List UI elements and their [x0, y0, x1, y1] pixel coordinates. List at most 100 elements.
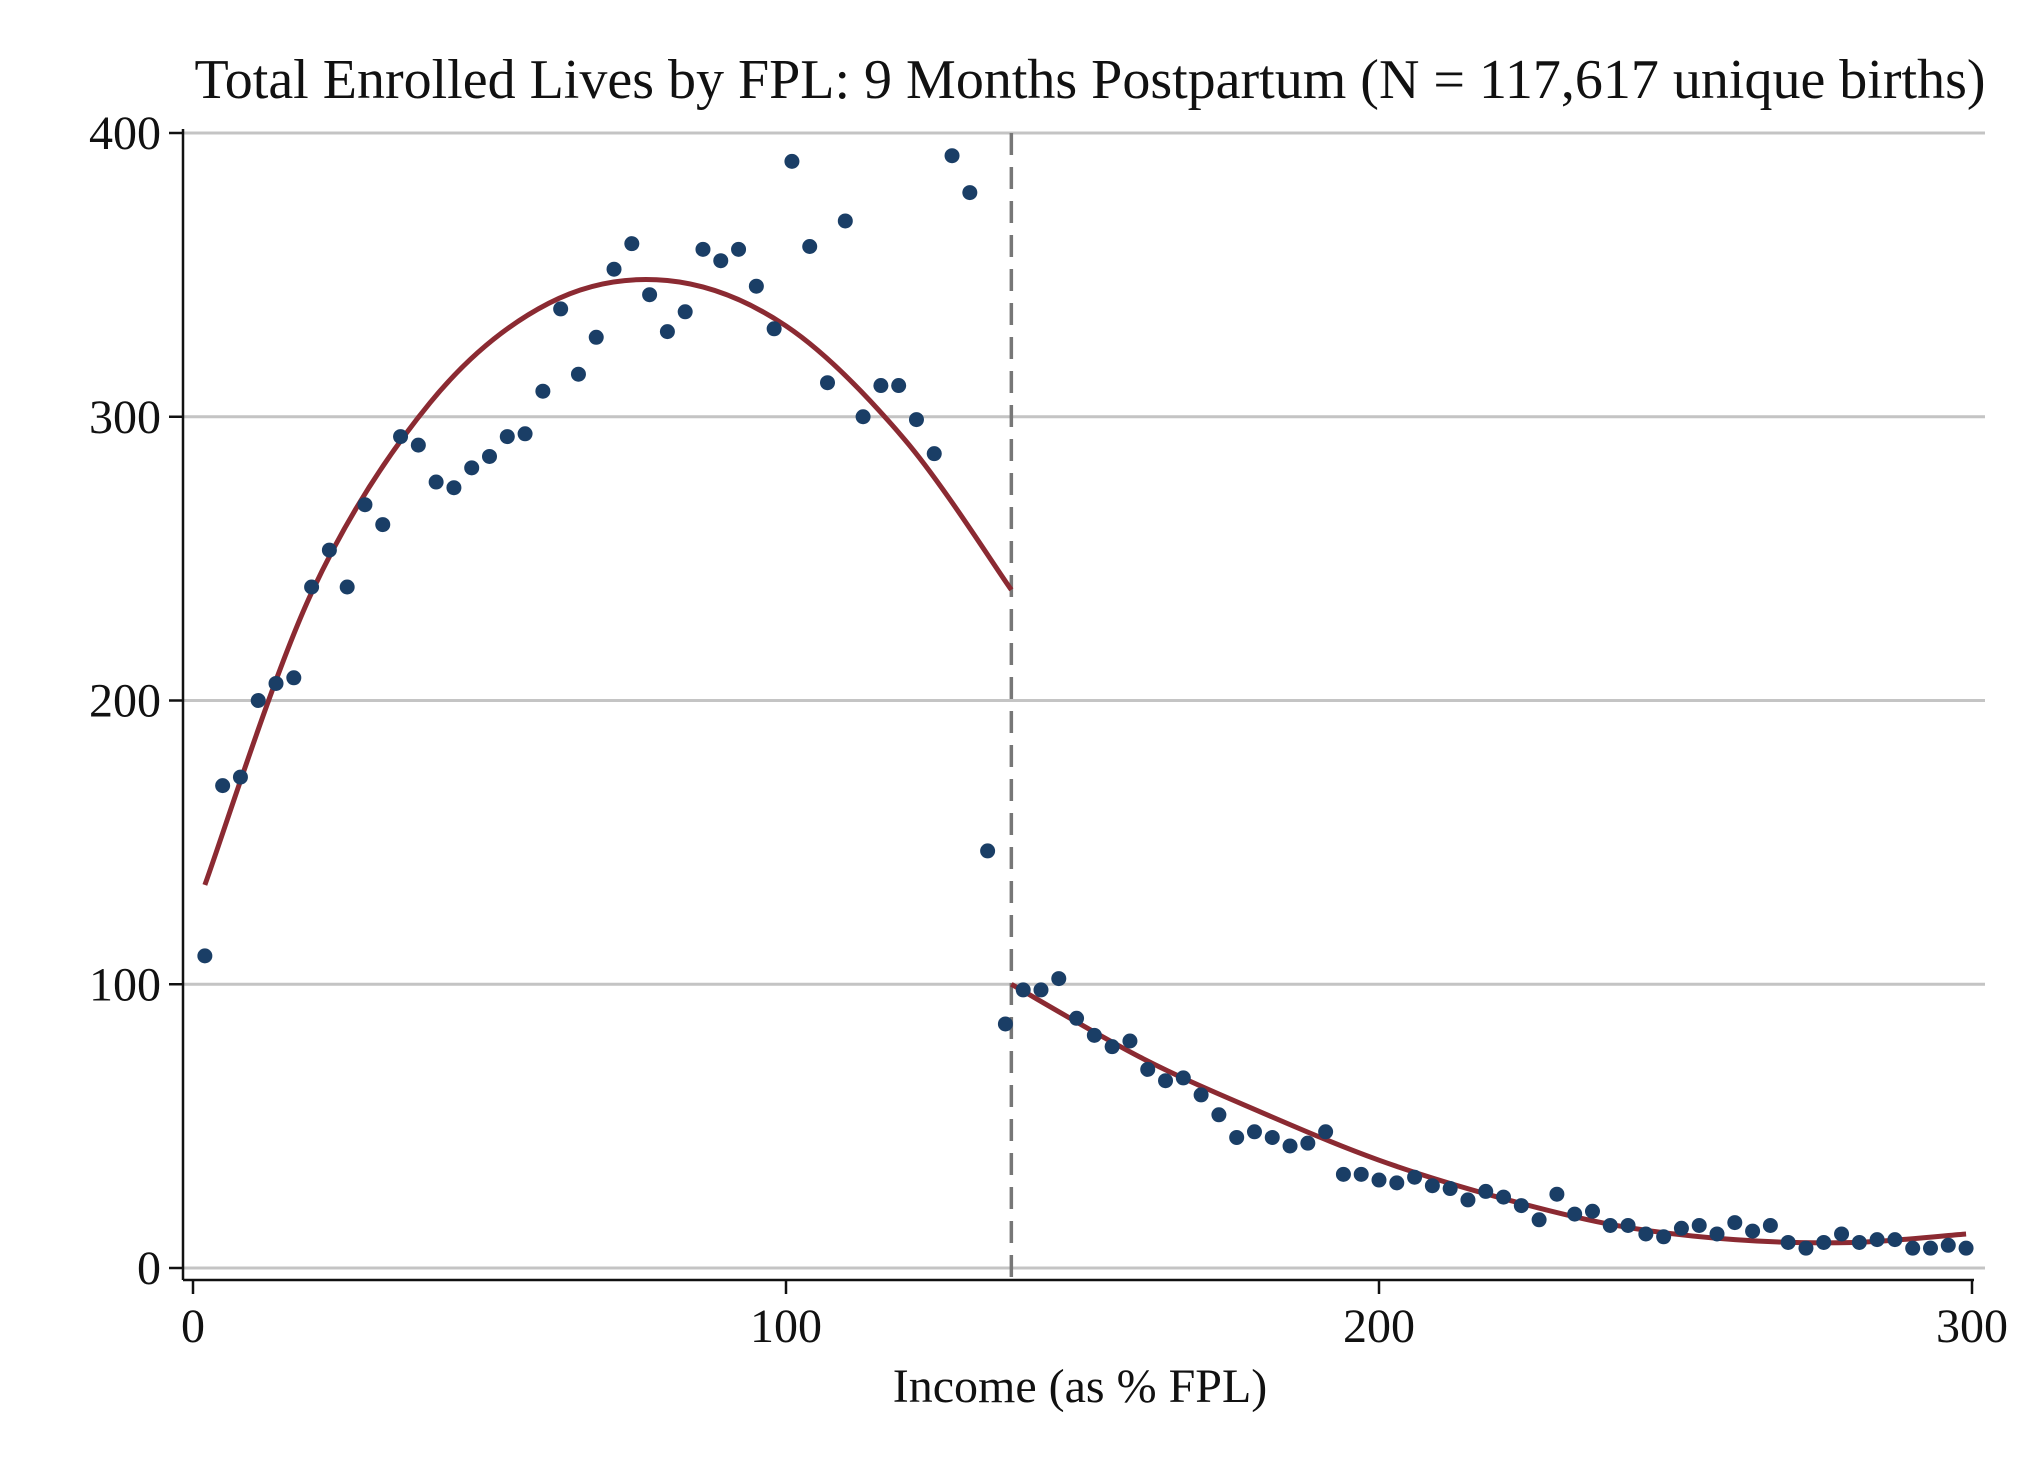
fit-curve	[202, 277, 1014, 886]
data-point	[1727, 1215, 1743, 1231]
data-point	[1478, 1183, 1494, 1199]
data-point	[1175, 1070, 1191, 1086]
data-point	[393, 429, 409, 445]
x-tick-label: 0	[181, 1300, 205, 1353]
fit-curves	[202, 277, 1967, 1246]
y-tick-label: 400	[89, 107, 161, 160]
data-point	[1673, 1220, 1689, 1236]
data-point	[1460, 1192, 1476, 1208]
data-point	[1158, 1073, 1174, 1089]
data-point	[1246, 1124, 1262, 1140]
data-point	[624, 236, 640, 252]
data-point	[1762, 1217, 1778, 1233]
data-point	[215, 778, 231, 794]
data-point	[1834, 1226, 1850, 1242]
data-point	[339, 579, 355, 595]
data-point	[713, 253, 729, 269]
data-point	[997, 1016, 1013, 1032]
data-point	[1424, 1178, 1440, 1194]
data-point	[908, 412, 924, 428]
data-point	[1033, 982, 1049, 998]
chart-title: Total Enrolled Lives by FPL: 9 Months Po…	[194, 49, 1985, 111]
data-point	[268, 675, 284, 691]
data-point	[1958, 1240, 1974, 1256]
data-point	[1140, 1061, 1156, 1077]
data-point	[606, 261, 622, 277]
data-point	[1798, 1240, 1814, 1256]
data-point	[1869, 1232, 1885, 1248]
data-point	[286, 670, 302, 686]
data-point	[1104, 1039, 1120, 1055]
grid-lines	[183, 131, 1985, 1270]
data-point	[1353, 1166, 1369, 1182]
data-point	[1264, 1129, 1280, 1145]
y-tick-label: 300	[89, 391, 161, 444]
data-point	[321, 542, 337, 558]
data-point	[1229, 1129, 1245, 1145]
data-point	[802, 239, 818, 254]
data-point	[1584, 1203, 1600, 1219]
data-point	[197, 948, 213, 964]
data-point	[642, 287, 658, 303]
data-point	[926, 446, 942, 462]
data-point	[553, 301, 569, 317]
data-point	[410, 437, 426, 453]
data-point	[1513, 1198, 1529, 1214]
data-point	[499, 429, 515, 445]
data-point	[357, 497, 373, 513]
data-point	[1745, 1223, 1761, 1239]
x-axis-label: Income (as % FPL)	[893, 1360, 1268, 1413]
data-point	[1496, 1189, 1512, 1205]
data-point	[1442, 1181, 1458, 1197]
x-tick-label: 200	[1343, 1300, 1415, 1353]
x-tick-label: 100	[750, 1300, 822, 1353]
data-point	[766, 321, 782, 337]
data-point	[1780, 1234, 1796, 1250]
data-point	[1193, 1087, 1209, 1103]
data-point	[1282, 1138, 1298, 1154]
data-point	[944, 148, 960, 164]
data-point	[1051, 971, 1067, 987]
data-point	[748, 278, 764, 294]
data-point	[1389, 1175, 1405, 1191]
data-point	[695, 241, 711, 257]
data-point	[570, 366, 586, 382]
data-point	[659, 324, 675, 340]
data-point	[1531, 1212, 1547, 1228]
data-point	[1086, 1027, 1102, 1043]
data-point	[677, 304, 693, 320]
y-tick-label: 200	[89, 675, 161, 728]
data-point	[1816, 1234, 1832, 1250]
data-point	[304, 579, 320, 595]
data-point	[250, 693, 266, 708]
data-point	[588, 329, 604, 345]
data-point	[428, 474, 444, 490]
x-tick-label: 300	[1936, 1300, 2008, 1353]
data-point	[891, 378, 907, 394]
data-point	[980, 843, 996, 859]
y-tick-label: 0	[137, 1242, 161, 1295]
data-point	[855, 409, 871, 425]
axes	[169, 129, 1974, 1294]
data-point	[1549, 1186, 1565, 1202]
data-points	[197, 148, 1974, 1256]
data-point	[1300, 1135, 1316, 1151]
data-point	[1691, 1217, 1707, 1233]
data-point	[1069, 1010, 1085, 1026]
data-point	[1335, 1166, 1351, 1182]
data-point	[375, 517, 391, 533]
data-point	[1602, 1217, 1618, 1233]
tick-labels: 0 100 200 300 400 0 100 200 300	[89, 107, 2008, 1353]
data-point	[1211, 1107, 1227, 1123]
data-point	[1940, 1237, 1956, 1253]
data-point	[1709, 1226, 1725, 1242]
data-point	[1887, 1232, 1903, 1248]
data-point	[1567, 1206, 1583, 1222]
data-point	[820, 375, 836, 391]
data-point	[731, 241, 747, 257]
data-point	[784, 153, 800, 169]
data-point	[1638, 1226, 1654, 1242]
data-point	[232, 769, 248, 785]
data-point	[464, 460, 480, 476]
